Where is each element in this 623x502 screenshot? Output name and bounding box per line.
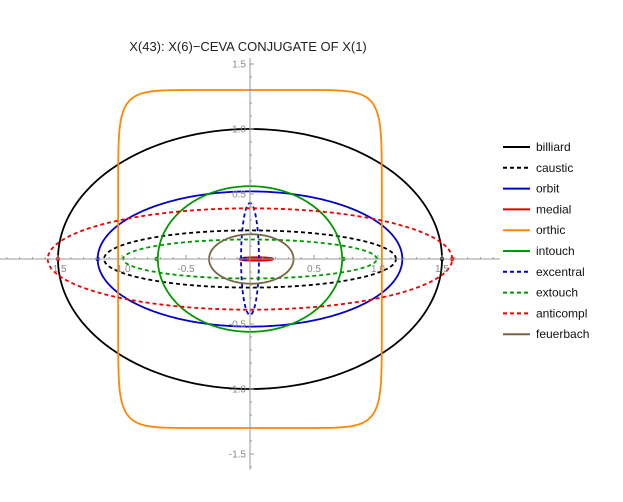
y-tick-label: 0.5	[232, 190, 246, 201]
x-tick-label: -1.0	[113, 264, 131, 275]
legend-label-intouch: intouch	[536, 244, 575, 258]
x-tick-label: 1.5	[435, 264, 449, 275]
legend-label-extouch: extouch	[536, 286, 578, 300]
y-tick-label: -0.5	[229, 320, 247, 331]
chart-title: X(43): X(6)−CEVA CONJUGATE OF X(1)	[129, 39, 367, 54]
legend-label-caustic: caustic	[536, 161, 573, 175]
curve-caustic	[103, 229, 397, 289]
legend-label-excentral: excentral	[536, 265, 585, 279]
y-tick-label: -1.0	[229, 385, 247, 396]
x-tick-label: -1.5	[49, 264, 67, 275]
y-tick-label: -1.5	[229, 450, 247, 461]
x-tick-label: 0.5	[307, 264, 321, 275]
y-tick-label: 1.5	[232, 60, 246, 71]
curve-anticompl	[46, 207, 454, 311]
legend: billiard caustic orbit medial orthic intouch e…	[503, 140, 589, 341]
legend-label-medial: medial	[536, 202, 571, 216]
y-tick-label: 1.0	[232, 125, 246, 136]
x-tick-label: -0.5	[177, 264, 195, 275]
legend-label-anticompl: anticompl	[536, 306, 587, 320]
x-tick-label: 1.0	[371, 264, 385, 275]
axes: -1.5 -1.0 -0.5 0.5 1.0 1.5 -1.5 -1.0 -0.5 0.5 1.0 1…	[0, 58, 500, 470]
legend-label-orthic: orthic	[536, 223, 565, 237]
legend-label-billiard: billiard	[536, 140, 571, 154]
curve-orthic	[117, 89, 383, 429]
legend-label-orbit: orbit	[536, 182, 560, 196]
legend-label-feuerbach: feuerbach	[536, 327, 589, 341]
